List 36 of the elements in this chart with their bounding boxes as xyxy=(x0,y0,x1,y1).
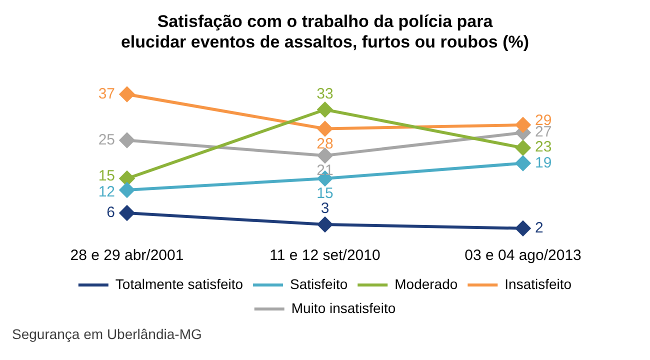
x-tick-label: 03 e 04 ago/2013 xyxy=(464,247,582,264)
data-label: 2 xyxy=(535,219,544,236)
point xyxy=(516,156,530,171)
point xyxy=(318,121,332,136)
legend-label: Muito insatisfeito xyxy=(291,300,396,316)
data-label: 23 xyxy=(535,138,552,156)
data-label: 12 xyxy=(98,183,115,200)
point xyxy=(318,217,332,232)
point xyxy=(318,102,332,118)
data-label: 3 xyxy=(320,200,330,218)
data-label: 15 xyxy=(316,185,334,202)
point xyxy=(120,86,134,102)
data-label: 37 xyxy=(98,85,115,102)
point xyxy=(318,148,332,164)
legend-label: Moderado xyxy=(394,276,458,292)
data-label: 21 xyxy=(316,162,334,180)
legend-label: Insatisfeito xyxy=(504,276,572,292)
point xyxy=(120,182,134,198)
chart-title: Satisfação com o trabalho da polícia para elucidar eventos de assaltos, furtos ou roubos (%) xyxy=(120,12,530,52)
data-label: 15 xyxy=(98,167,115,184)
data-label: 25 xyxy=(98,131,115,148)
data-label: 6 xyxy=(106,204,115,222)
point xyxy=(120,206,134,221)
point xyxy=(120,171,134,186)
legend-label: Totalmente satisfeito xyxy=(115,276,244,292)
point xyxy=(516,117,530,132)
x-tick-label: 28 e 29 abr/2001 xyxy=(70,247,184,264)
legend-label: Satisfeito xyxy=(290,276,348,292)
point xyxy=(516,140,530,156)
data-label: 19 xyxy=(535,154,552,172)
data-label: 33 xyxy=(316,85,334,102)
point xyxy=(516,220,530,236)
x-tick-label: 11 e 12 set/2010 xyxy=(270,247,380,264)
point xyxy=(120,132,134,148)
text: Segurança em Uberlândia-MG xyxy=(11,326,203,342)
data-label: 28 xyxy=(316,135,334,152)
